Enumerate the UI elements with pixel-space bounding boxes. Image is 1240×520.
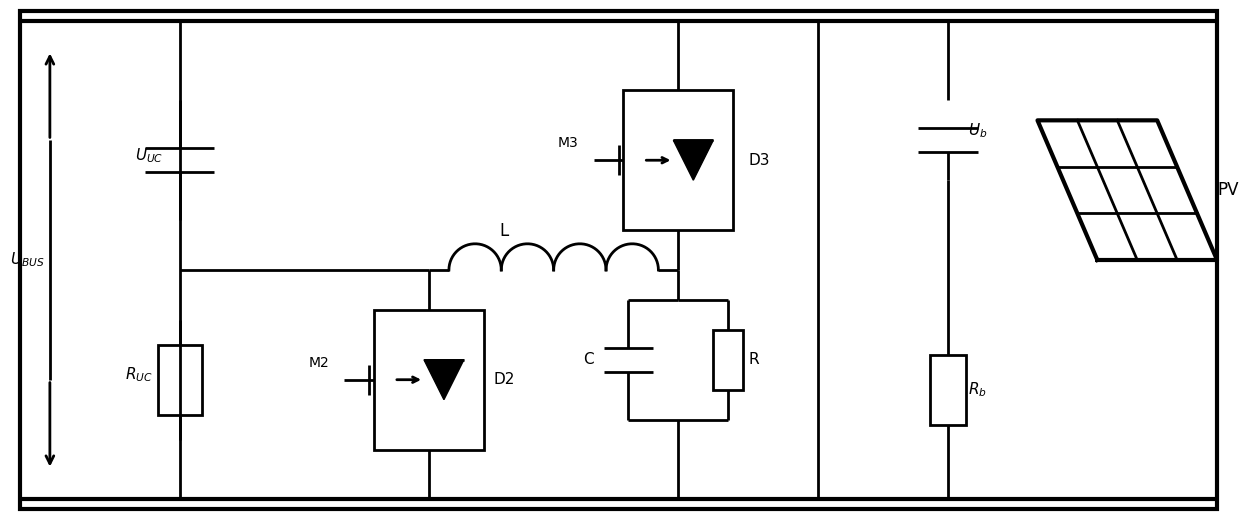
Text: PV: PV <box>1216 181 1239 199</box>
Text: $U_{UC}$: $U_{UC}$ <box>135 146 162 165</box>
Text: M3: M3 <box>558 136 579 150</box>
Bar <box>930 355 966 425</box>
Bar <box>157 345 202 414</box>
Text: $U_b$: $U_b$ <box>967 121 987 140</box>
Bar <box>374 310 484 450</box>
Text: M2: M2 <box>309 356 329 370</box>
Bar <box>624 90 733 230</box>
Text: $R_{UC}$: $R_{UC}$ <box>125 366 153 384</box>
Bar <box>713 330 743 389</box>
Polygon shape <box>424 360 464 400</box>
Text: $U_{BUS}$: $U_{BUS}$ <box>10 251 45 269</box>
Text: $R_b$: $R_b$ <box>967 380 987 399</box>
Polygon shape <box>673 140 713 180</box>
Text: R: R <box>748 352 759 367</box>
Text: D2: D2 <box>494 372 515 387</box>
Text: C: C <box>583 352 594 367</box>
Text: L: L <box>500 222 508 240</box>
Text: D3: D3 <box>748 153 770 168</box>
